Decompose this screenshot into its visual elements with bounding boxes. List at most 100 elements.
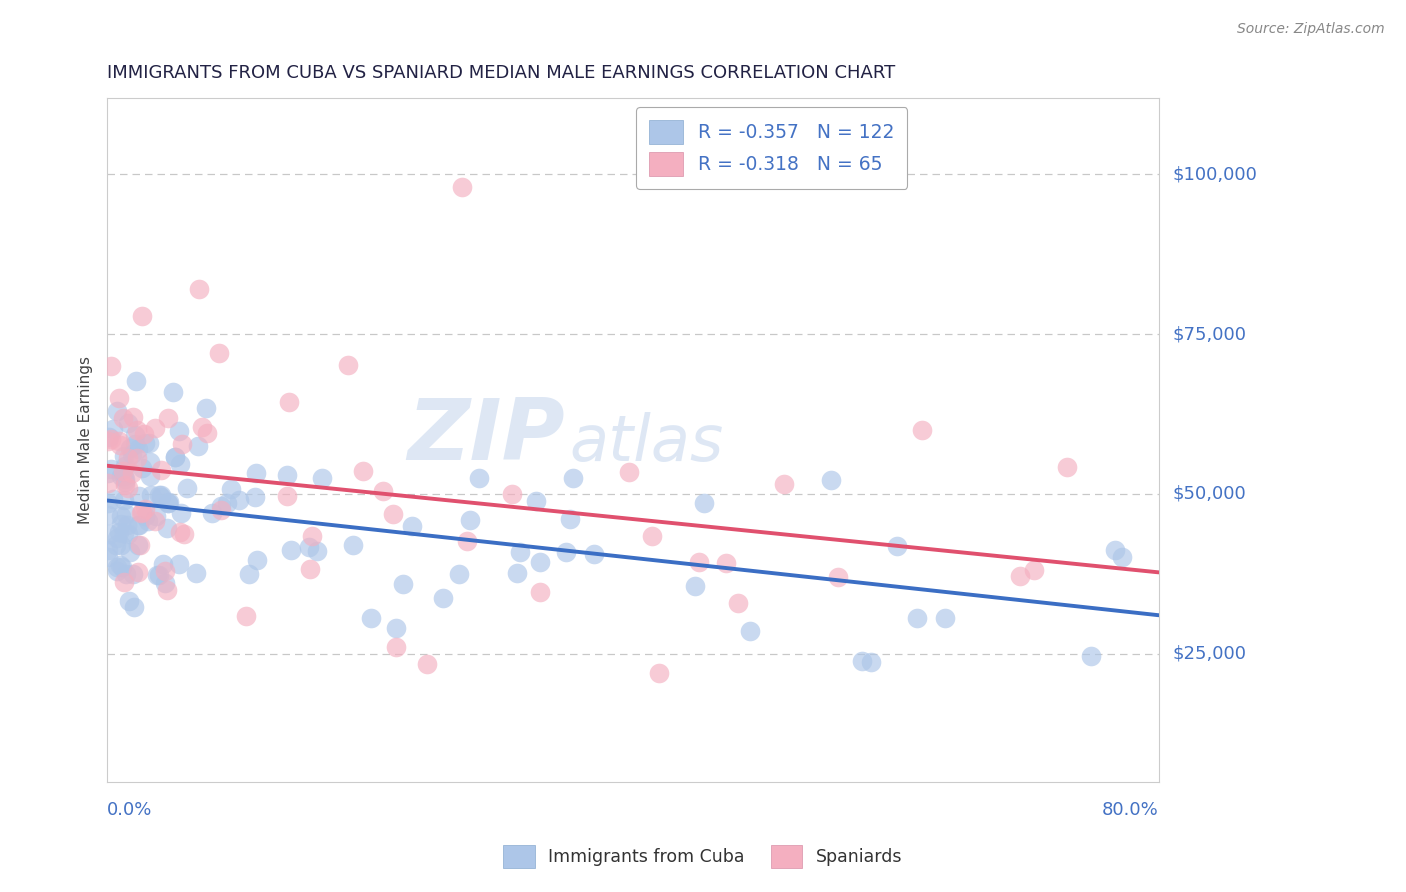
Point xyxy=(101,492,124,507)
Point xyxy=(115,508,138,522)
Point xyxy=(122,410,145,425)
Point xyxy=(228,492,250,507)
Point xyxy=(432,591,454,606)
Point xyxy=(117,526,139,541)
Point xyxy=(502,486,524,500)
Point xyxy=(148,568,170,582)
Point xyxy=(683,579,706,593)
Point xyxy=(108,434,131,449)
Point xyxy=(859,655,882,669)
Point xyxy=(97,542,120,557)
Point xyxy=(108,437,131,451)
Point xyxy=(125,374,148,388)
Point xyxy=(385,640,408,655)
Point xyxy=(134,509,156,524)
Point xyxy=(219,482,242,496)
Point xyxy=(131,309,153,323)
Text: ZIP: ZIP xyxy=(406,394,565,478)
Point xyxy=(112,574,135,589)
Point xyxy=(124,437,146,451)
Point xyxy=(299,562,322,576)
Text: $50,000: $50,000 xyxy=(1173,485,1246,503)
Point xyxy=(157,495,180,509)
Point xyxy=(100,461,122,475)
Point xyxy=(129,538,152,552)
Point xyxy=(114,458,136,473)
Point xyxy=(112,525,135,540)
Point xyxy=(558,512,581,526)
Y-axis label: Median Male Earnings: Median Male Earnings xyxy=(79,356,93,524)
Point xyxy=(100,359,122,373)
Point xyxy=(693,496,716,510)
Point xyxy=(97,434,120,449)
Point xyxy=(112,465,135,479)
Point xyxy=(163,450,186,465)
Point xyxy=(188,282,211,296)
Point xyxy=(143,514,166,528)
Point xyxy=(121,466,143,480)
Point xyxy=(153,564,176,578)
Point xyxy=(167,424,190,438)
Point xyxy=(905,611,928,625)
Point xyxy=(118,594,141,608)
Point xyxy=(169,524,191,539)
Point xyxy=(170,437,193,451)
Point xyxy=(382,508,405,522)
Point xyxy=(1080,649,1102,664)
Point xyxy=(148,488,170,502)
Point xyxy=(139,488,162,502)
Point xyxy=(153,576,176,591)
Point xyxy=(1008,568,1031,582)
Point xyxy=(352,464,374,478)
Point xyxy=(186,439,208,453)
Point xyxy=(529,585,551,599)
Legend: Immigrants from Cuba, Spaniards: Immigrants from Cuba, Spaniards xyxy=(495,837,911,876)
Point xyxy=(342,538,364,552)
Point xyxy=(105,403,128,417)
Point xyxy=(246,553,269,567)
Point xyxy=(447,566,470,581)
Point xyxy=(186,566,208,580)
Point xyxy=(149,463,172,477)
Point xyxy=(100,432,122,446)
Point xyxy=(305,544,328,558)
Point xyxy=(245,466,267,480)
Point xyxy=(125,451,148,466)
Point xyxy=(1104,542,1126,557)
Point xyxy=(115,517,138,532)
Point xyxy=(146,568,169,582)
Point xyxy=(112,469,135,483)
Point xyxy=(114,566,136,581)
Point xyxy=(134,436,156,450)
Point xyxy=(451,180,474,194)
Point xyxy=(360,610,382,624)
Point xyxy=(97,476,120,491)
Point xyxy=(111,411,134,425)
Point xyxy=(118,442,141,456)
Point xyxy=(150,488,173,502)
Point xyxy=(165,450,187,464)
Point xyxy=(688,555,710,569)
Point xyxy=(138,435,160,450)
Point xyxy=(371,483,394,498)
Point xyxy=(401,519,423,533)
Point xyxy=(117,416,139,430)
Point xyxy=(114,477,136,491)
Point xyxy=(524,494,547,508)
Point xyxy=(195,425,218,440)
Point xyxy=(1056,460,1078,475)
Point xyxy=(561,471,583,485)
Point xyxy=(773,476,796,491)
Point xyxy=(156,410,179,425)
Point xyxy=(176,482,198,496)
Point xyxy=(105,538,128,552)
Point xyxy=(134,502,156,516)
Point xyxy=(156,583,179,598)
Point xyxy=(301,529,323,543)
Point xyxy=(127,423,149,437)
Point xyxy=(385,621,408,635)
Point xyxy=(727,596,749,610)
Point xyxy=(97,496,120,510)
Point xyxy=(112,492,135,507)
Point xyxy=(238,567,260,582)
